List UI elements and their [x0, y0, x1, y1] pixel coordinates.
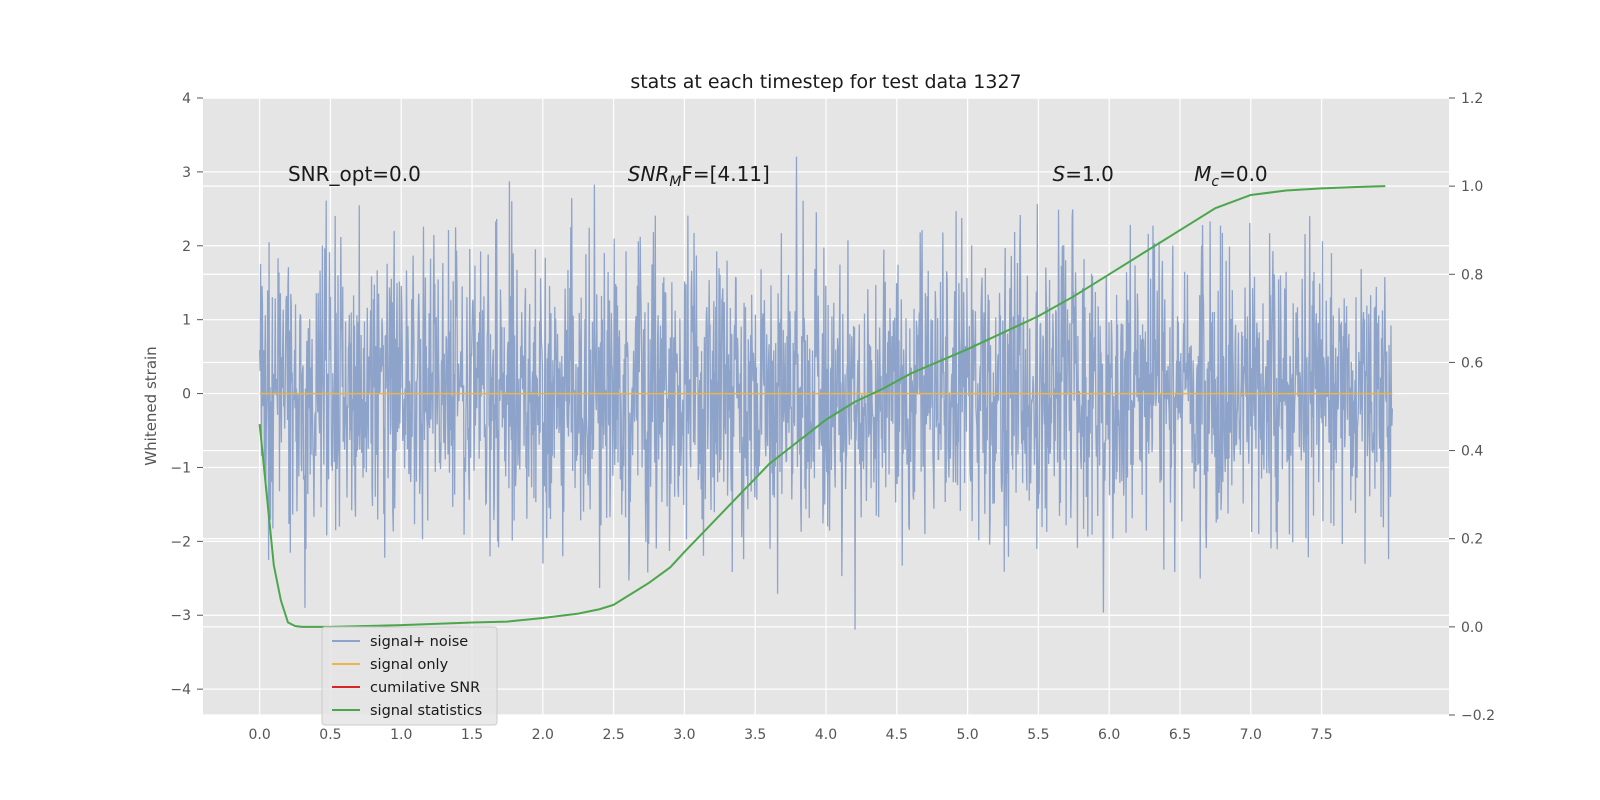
- annotation-value: =1.0: [1065, 162, 1114, 186]
- x-tick-label: 3.5: [744, 727, 766, 743]
- x-tick-label: 0.5: [319, 727, 341, 743]
- y2-tick-label: 0.4: [1461, 444, 1483, 460]
- signal-statistics-line: [258, 185, 1386, 628]
- y2-tick-label: 0.0: [1461, 620, 1483, 636]
- y2-tick-label: 0.8: [1461, 267, 1483, 283]
- x-axis: 0.0 0.5 1.0 1.5 2.0 2.5 3.0 3.5 4.0 4.5 5.0 5.5 6.0 6…: [249, 727, 1333, 743]
- x-tick-label: 3.0: [673, 727, 695, 743]
- y-tick-label: −4: [170, 682, 191, 698]
- x-tick-label: 5.0: [956, 727, 978, 743]
- x-tick-label: 0.0: [249, 727, 271, 743]
- y-tick-label: −2: [170, 534, 191, 550]
- annotation-s-value: S=1.0: [1053, 162, 1114, 186]
- y-axis-label: Whitened strain: [142, 346, 160, 465]
- x-tick-label: 2.5: [602, 727, 624, 743]
- y-tick-label: −1: [170, 460, 191, 476]
- x-tick-label: 2.0: [532, 727, 554, 743]
- x-tick-label: 4.5: [886, 727, 908, 743]
- legend-label-signal-only: signal only: [370, 657, 449, 673]
- annotation-symbol: S: [1053, 162, 1066, 186]
- y-tick-label: 2: [182, 239, 191, 255]
- x-tick-label: 1.5: [461, 727, 483, 743]
- y2-tick-label: 1.0: [1461, 179, 1483, 195]
- y2-tick-label: 0.6: [1461, 355, 1483, 371]
- x-tick-label: 1.0: [390, 727, 412, 743]
- signal-statistics-series: [258, 185, 1386, 628]
- x-tick-label: 5.5: [1027, 727, 1049, 743]
- legend-label-cumulative-snr: cumilative SNR: [370, 680, 480, 696]
- y2-tick-label: −0.2: [1461, 708, 1495, 724]
- y-tick-label: 4: [182, 91, 191, 107]
- x-tick-label: 4.0: [815, 727, 837, 743]
- y-tick-label: 3: [182, 165, 191, 181]
- x-tick-label: 6.5: [1169, 727, 1191, 743]
- legend-label-signal-statistics: signal statistics: [370, 703, 482, 719]
- annotations: SNR_opt=0.0 SNRMF=[4.11] S=1.0 Mc=0.0: [288, 162, 1268, 190]
- signal-noise-series: [258, 156, 1394, 630]
- x-tick-label: 7.0: [1240, 727, 1262, 743]
- annotation-subscript: M: [669, 174, 681, 190]
- annotation-subscript: c: [1211, 174, 1219, 190]
- y2-tick-label: 0.2: [1461, 532, 1483, 548]
- annotation-value: =0.0: [1219, 162, 1268, 186]
- y-axis-right: 1.2 1.0 0.8 0.6 0.4 0.2 0.0 −0.2: [1449, 91, 1495, 724]
- legend-label-signal-noise: signal+ noise: [370, 634, 468, 650]
- legend-box: [321, 626, 498, 726]
- x-tick-label: 7.5: [1310, 727, 1332, 743]
- signal-noise-line: [258, 156, 1394, 630]
- annotation-value: F=[4.11]: [681, 162, 769, 186]
- y-tick-label: 1: [182, 313, 191, 329]
- legend: signal+ noise signal only cumilative SNR…: [321, 626, 498, 726]
- y-tick-label: 0: [182, 387, 191, 403]
- y-tick-label: −3: [170, 608, 191, 624]
- annotation-mc-value: Mc=0.0: [1194, 162, 1268, 190]
- annotation-snr-mf: SNRMF=[4.11]: [628, 162, 770, 190]
- chart-title: stats at each timestep for test data 132…: [630, 71, 1021, 93]
- x-tick-label: 6.0: [1098, 727, 1120, 743]
- y2-tick-label: 1.2: [1461, 91, 1483, 107]
- y-axis-left: 4 3 2 1 0 −1 −2 −3 −4: [170, 91, 203, 698]
- annotation-snr-opt: SNR_opt=0.0: [288, 162, 421, 186]
- annotation-symbol: SNR: [628, 162, 670, 186]
- annotation-symbol: M: [1194, 162, 1211, 186]
